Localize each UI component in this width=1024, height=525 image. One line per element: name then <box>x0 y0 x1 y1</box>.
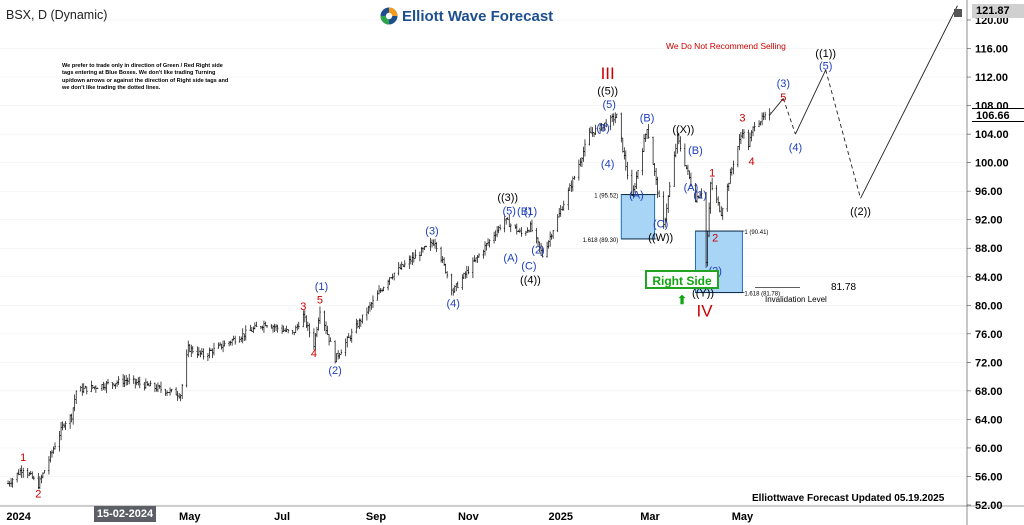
wave-label: 5 <box>780 92 786 104</box>
x-tick-label: May <box>179 511 201 523</box>
wave-label: (5) <box>819 61 832 73</box>
wave-label: (A) <box>629 190 644 202</box>
gridlines <box>0 19 967 506</box>
wave-label: ((5)) <box>597 86 618 98</box>
symbol-title: BSX, D (Dynamic) <box>6 8 108 22</box>
y-tick-label: 96.00 <box>975 186 1003 198</box>
x-tick-label: 2025 <box>548 511 572 523</box>
wave-label: (C) <box>521 260 536 272</box>
box-upper-label: 1 (95.52) <box>594 194 618 200</box>
trading-disclaimer: We prefer to trade only in direction of … <box>62 63 229 92</box>
wave-label: ((1)) <box>815 48 836 60</box>
wave-label: (3) <box>777 78 790 90</box>
wave-label: ((Y)) <box>692 287 714 299</box>
y-tick-label: 64.00 <box>975 414 1003 426</box>
y-tick-label: 80.00 <box>975 300 1003 312</box>
y-tick-label: 112.00 <box>975 72 1008 84</box>
box-lower-label: 1.618 (81.78) <box>744 292 780 298</box>
projection-segment <box>825 69 861 199</box>
projection-segment <box>860 5 958 199</box>
right-side-tag: Right Side ⬆ <box>645 270 719 307</box>
brand-title: Elliott Wave Forecast <box>402 8 554 25</box>
wave-label: ((W)) <box>648 232 673 244</box>
wave-label: (B) <box>688 145 703 157</box>
y-tick-label: 76.00 <box>975 329 1003 341</box>
box-labels: 1 (95.52) 1.618 (89.30) 1 (90.41) 1.618 (81… <box>583 194 781 298</box>
wave-label: ((X)) <box>672 124 694 136</box>
box-lower-label: 1.618 (89.30) <box>583 238 619 244</box>
wave-label: (C) <box>653 218 668 230</box>
up-arrow-icon: ⬆ <box>676 293 688 307</box>
projection-path <box>769 5 958 199</box>
projection-segment <box>795 69 827 135</box>
wave-label: 1 <box>20 452 26 464</box>
settings-icon[interactable] <box>954 9 962 17</box>
wave-label: (4) <box>789 142 802 154</box>
wave-label: ((2)) <box>850 206 871 218</box>
y-tick-label: 68.00 <box>975 386 1003 398</box>
y-tick-label: 72.00 <box>975 357 1003 369</box>
y-tick-label: 60.00 <box>975 443 1003 455</box>
wave-label: (3) <box>425 225 438 237</box>
y-tick-label: 84.00 <box>975 272 1003 284</box>
wave-label: 1 <box>709 168 715 180</box>
x-tick-label: Nov <box>458 511 480 523</box>
wave-label: (A) <box>684 182 699 194</box>
wave-label: III <box>601 64 615 83</box>
y-tick-label: 88.00 <box>975 243 1003 255</box>
projection-segment <box>769 98 784 116</box>
wave-labels: 12345(1)(2)(3)(4)((3))(5)(A)(B)(1)(2)(C)… <box>20 48 871 501</box>
invalidation-value: 81.78 <box>831 282 857 293</box>
y-tick-label: 92.00 <box>975 215 1003 227</box>
wave-label: (5) <box>602 99 615 111</box>
x-tick-label: 2024 <box>6 511 31 523</box>
y-axis: 52.0056.0060.0064.0068.0072.0076.0080.00… <box>967 15 1009 512</box>
price-bars <box>7 108 771 490</box>
right-side-label: Right Side <box>652 274 712 288</box>
elliott-wave-logo-icon <box>380 7 398 25</box>
wave-label: 3 <box>300 301 306 313</box>
wave-label: (B) <box>517 206 532 218</box>
wave-label: 2 <box>712 233 718 245</box>
wave-label: 3 <box>739 113 745 125</box>
no-sell-note: We Do Not Recommend Selling <box>666 41 786 51</box>
wave-label: (A) <box>503 253 518 265</box>
projection-segment <box>782 98 796 135</box>
wave-label: (3) <box>596 123 609 135</box>
wave-label: (2) <box>531 245 544 257</box>
wave-label: 4 <box>311 348 317 360</box>
highlighted-date: 15-02-2024 <box>94 506 156 522</box>
y-tick-label: 104.00 <box>975 129 1009 141</box>
wave-label: ((3)) <box>497 192 518 204</box>
wave-label: (5) <box>503 205 516 217</box>
wave-label: 4 <box>748 156 754 168</box>
wave-label: (1) <box>315 281 328 293</box>
wave-label: (2) <box>328 365 341 377</box>
box-upper-label: 1 (90.41) <box>744 230 768 236</box>
wave-label: (1) <box>524 206 537 218</box>
x-tick-label: Jul <box>274 511 290 523</box>
y-tick-label: 56.00 <box>975 471 1003 483</box>
wave-label: IV <box>697 301 714 320</box>
wave-label: 2 <box>35 489 41 501</box>
x-tick-label: May <box>732 511 754 523</box>
y-tick-label: 100.00 <box>975 158 1009 170</box>
last-price-tag: 106.66 <box>972 108 1024 122</box>
wave-label: (B) <box>640 113 655 125</box>
wave-label: (1) <box>693 190 706 202</box>
y-tick-label: 116.00 <box>975 44 1008 56</box>
wave-label: 5 <box>317 295 323 307</box>
y-tick-label: 120.00 <box>975 15 1009 27</box>
top-price-tag: 121.87 <box>972 4 1024 18</box>
invalidation-label: Invalidation Level <box>765 295 827 304</box>
wave-label: ((4)) <box>520 275 541 287</box>
x-tick-label: Sep <box>366 511 386 523</box>
x-tick-label: Mar <box>640 511 660 523</box>
wave-label: (4) <box>601 158 614 170</box>
wave-label: (4) <box>446 298 459 310</box>
x-axis: 2024 May Jul Sep Nov 2025 Mar May <box>6 511 754 523</box>
updated-stamp: Elliottwave Forecast Updated 05.19.2025 <box>752 493 945 504</box>
